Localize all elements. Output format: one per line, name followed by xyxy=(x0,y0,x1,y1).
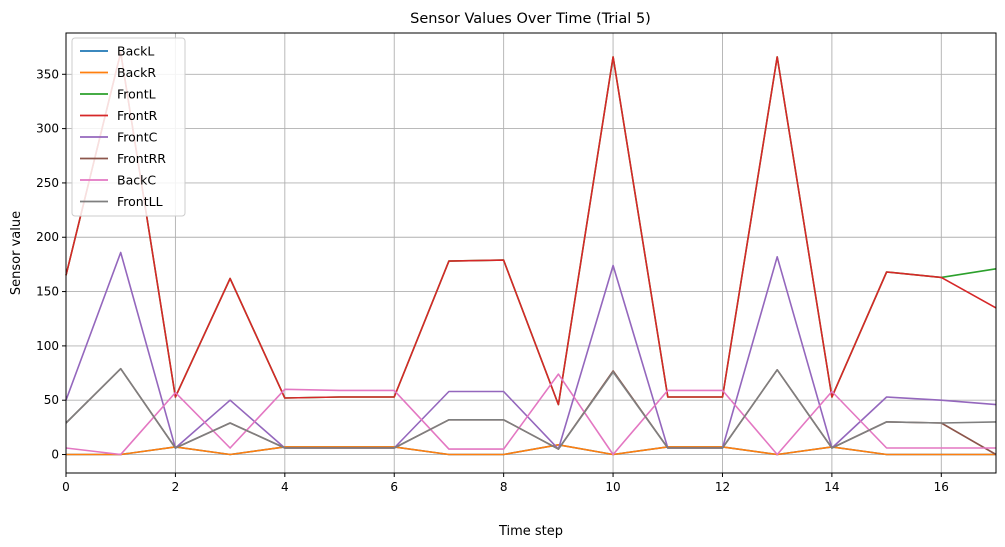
x-tick-label: 0 xyxy=(62,480,70,494)
x-tick-label: 14 xyxy=(824,480,839,494)
x-tick-label: 8 xyxy=(500,480,508,494)
x-tick-label: 12 xyxy=(715,480,730,494)
x-tick-label: 4 xyxy=(281,480,289,494)
legend-label: FrontC xyxy=(117,130,158,145)
series-line-frontr xyxy=(65,51,997,406)
legend-label: BackC xyxy=(117,173,156,188)
x-tick-label: 16 xyxy=(934,480,949,494)
series-line-backr xyxy=(66,443,996,456)
plot-area-frame xyxy=(65,32,997,474)
y-axis-label: Sensor value xyxy=(9,211,24,295)
y-tick-label: 50 xyxy=(44,393,59,407)
series-lines xyxy=(65,51,997,456)
legend-label: FrontRR xyxy=(117,151,166,166)
y-tick-label: 250 xyxy=(36,176,59,190)
y-tick-label: 350 xyxy=(36,67,59,81)
x-tick-label: 10 xyxy=(605,480,620,494)
y-tick-label: 200 xyxy=(36,230,59,244)
axis-ticks: 0 2 4 6 8 10 12 14 16 0 50 100 150 200 250 300 350 xyxy=(36,67,949,494)
x-tick-label: 2 xyxy=(172,480,180,494)
legend-label: FrontL xyxy=(117,87,156,102)
chart-title: Sensor Values Over Time (Trial 5) xyxy=(410,11,651,27)
series-line-frontll xyxy=(65,367,997,450)
series-line-frontc xyxy=(65,251,997,450)
legend: BackL BackR FrontL FrontR FrontC FrontRR BackC… xyxy=(71,37,186,217)
y-tick-label: 150 xyxy=(36,285,59,299)
x-tick-label: 6 xyxy=(390,480,398,494)
y-tick-label: 0 xyxy=(51,448,59,462)
legend-box xyxy=(71,37,186,217)
legend-label: BackR xyxy=(117,65,156,80)
legend-label: FrontLL xyxy=(117,194,163,209)
legend-label: FrontR xyxy=(117,108,158,123)
x-axis-label: Time step xyxy=(498,524,563,539)
legend-label: BackL xyxy=(117,44,154,59)
series-line-backc xyxy=(65,373,996,456)
y-tick-label: 100 xyxy=(36,339,59,353)
y-tick-label: 300 xyxy=(36,122,59,136)
